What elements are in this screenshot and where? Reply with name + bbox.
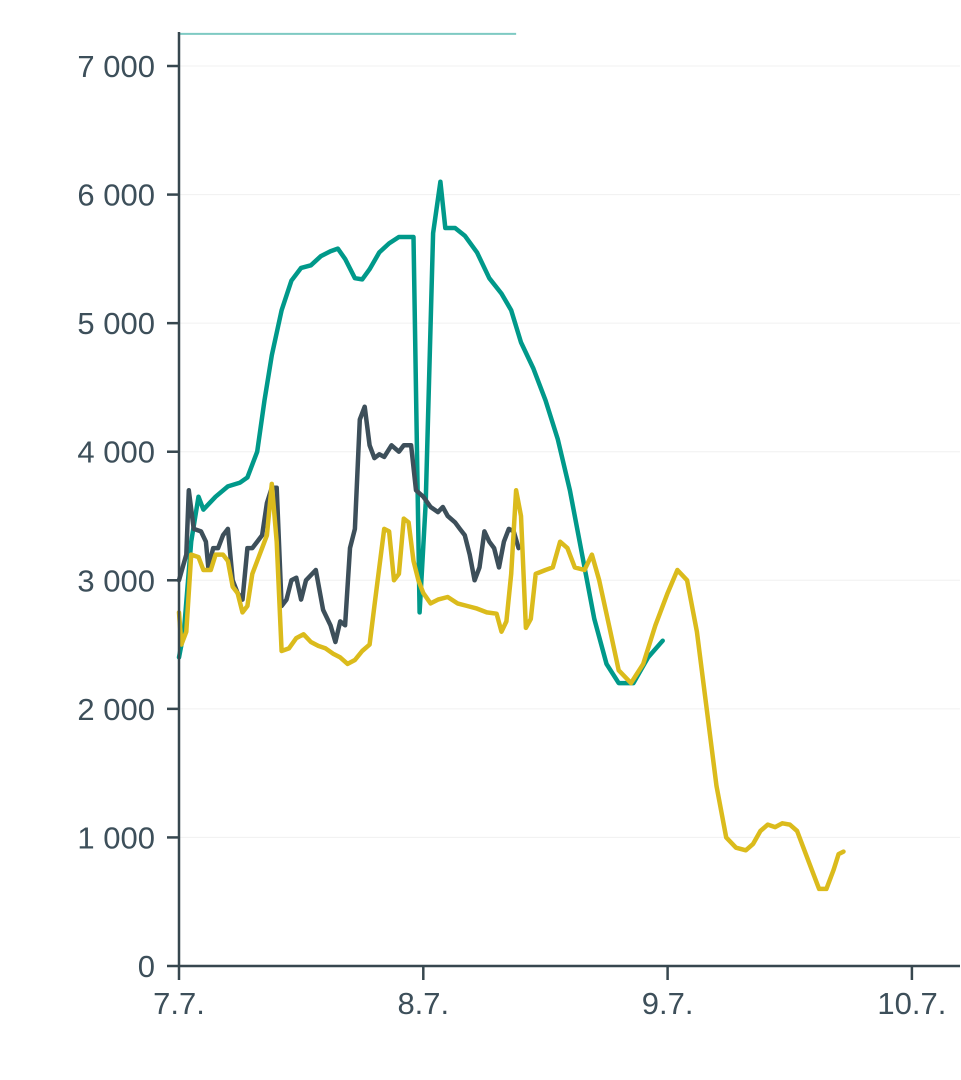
series-line-0: [176, 179, 665, 686]
x-tick-label-0: 7.7.: [153, 986, 205, 1021]
y-tick-label-2: 2 000: [77, 692, 155, 727]
y-axis-ticks: 0 1 000 2 000 3 000 4 000 5 000 6 000 7 000: [77, 49, 179, 984]
y-tick-label-1: 1 000: [77, 820, 155, 855]
series-line-1: [176, 404, 521, 645]
x-tick-label-3: 10.7.: [877, 986, 946, 1021]
y-tick-label-4: 4 000: [77, 435, 155, 470]
y-tick-label-5: 5 000: [77, 306, 155, 341]
series-lines: [176, 32, 846, 892]
y-tick-label-7: 7 000: [77, 49, 155, 84]
axes: [177, 32, 960, 968]
grid-lines: [179, 65, 960, 838]
y-tick-label-0: 0: [138, 949, 155, 984]
x-tick-label-2: 9.7.: [642, 986, 694, 1021]
x-tick-label-1: 8.7.: [397, 986, 449, 1021]
y-tick-label-6: 6 000: [77, 178, 155, 213]
x-axis-ticks: 7.7. 8.7. 9.7. 10.7.: [153, 966, 946, 1021]
series-line-2: [176, 481, 846, 892]
y-tick-label-3: 3 000: [77, 563, 155, 598]
